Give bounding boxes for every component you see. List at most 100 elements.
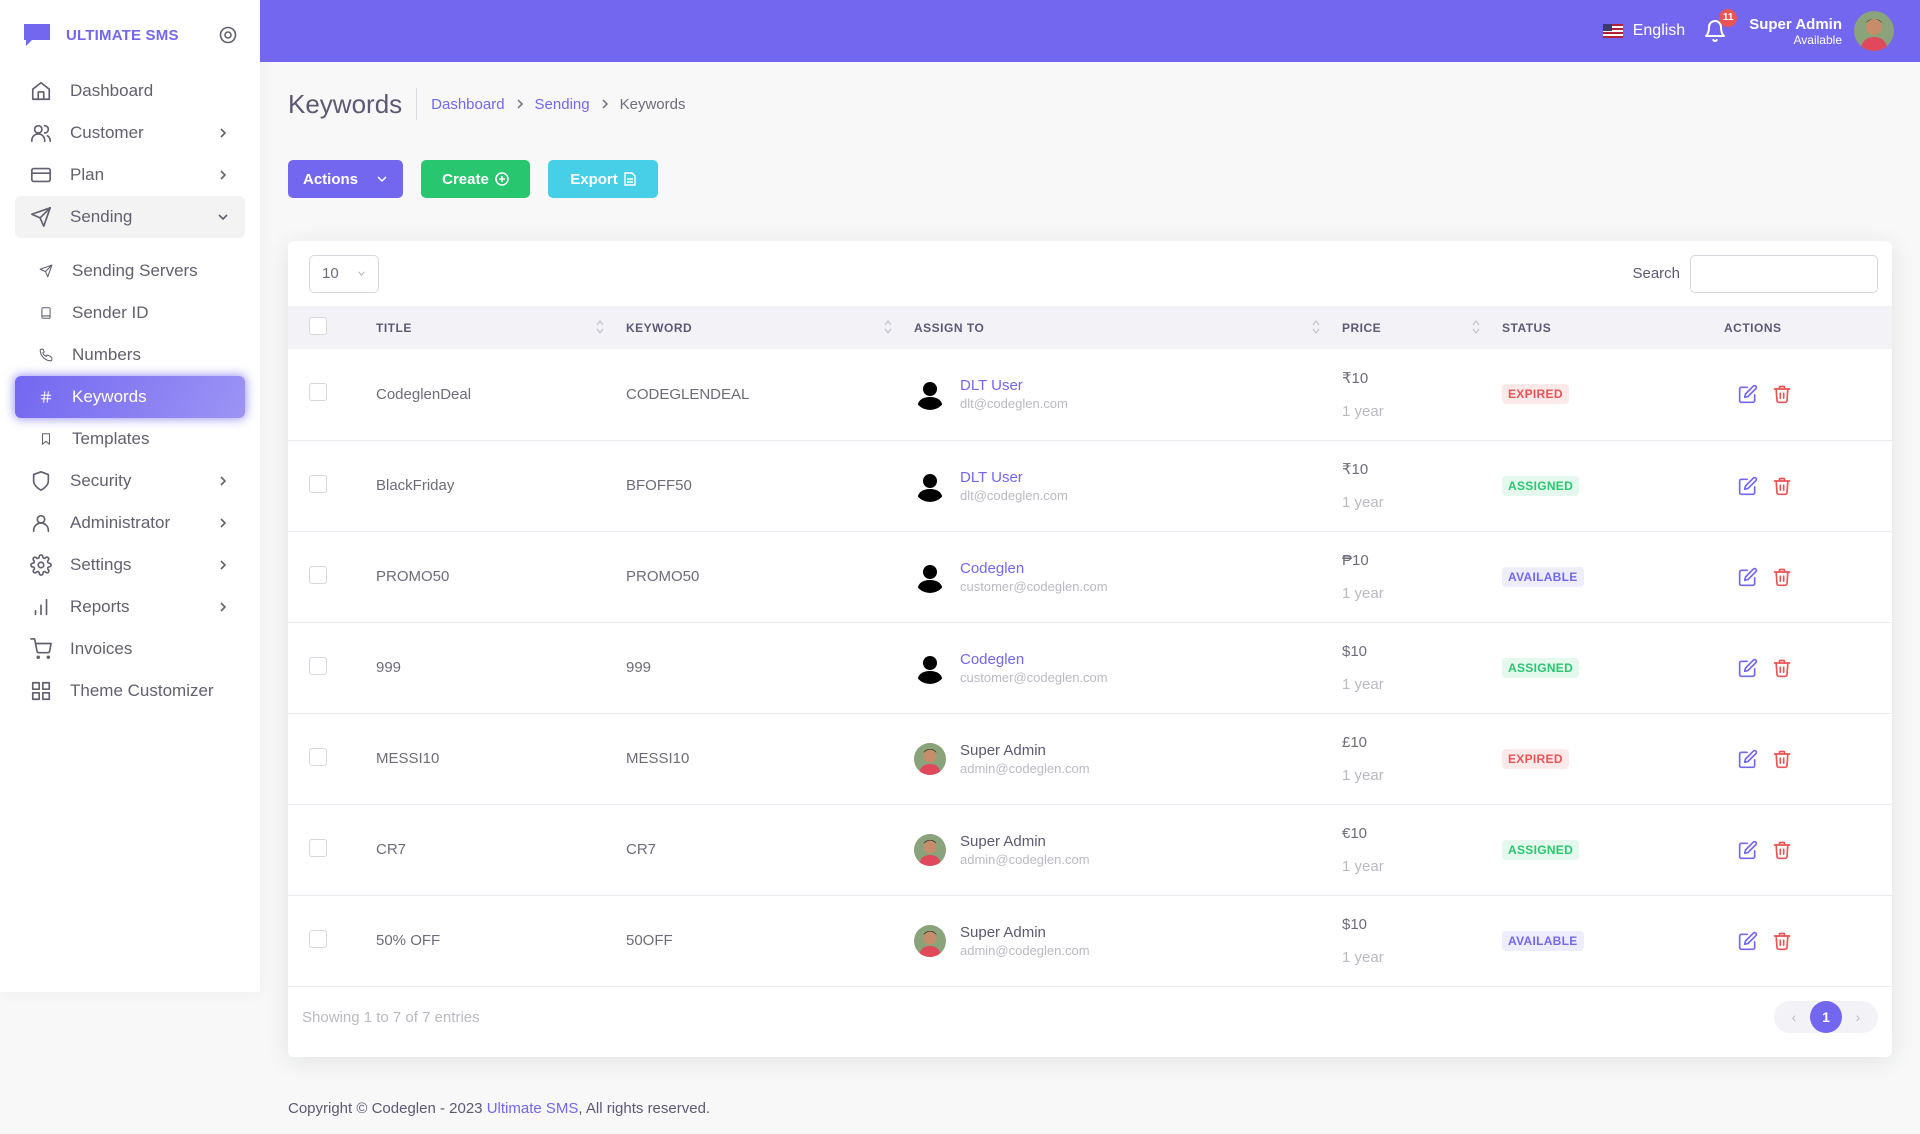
create-button[interactable]: Create <box>421 160 530 198</box>
sidebar-item-settings[interactable]: Settings <box>15 544 245 586</box>
sidebar-item-sender-id[interactable]: Sender ID <box>15 292 245 334</box>
column-header-title[interactable]: TITLE <box>376 306 626 349</box>
cell-status: ASSIGNED <box>1502 622 1724 713</box>
settings-icon <box>30 554 52 576</box>
trash-icon[interactable] <box>1772 567 1792 587</box>
sidebar-item-label: Numbers <box>72 345 141 364</box>
sidebar-item-reports[interactable]: Reports <box>15 586 245 628</box>
edit-icon[interactable] <box>1738 567 1758 587</box>
footer-brand-link[interactable]: Ultimate SMS <box>486 1100 579 1117</box>
cell-assign-to: Codeglen customer@codeglen.com <box>914 531 1342 622</box>
edit-icon[interactable] <box>1738 840 1758 860</box>
sidebar-item-label: Theme Customizer <box>70 681 214 700</box>
assign-user-name[interactable]: DLT User <box>960 468 1023 486</box>
sidebar-item-theme-customizer[interactable]: Theme Customizer <box>15 670 245 712</box>
user-silhouette-avatar <box>914 651 946 684</box>
edit-icon[interactable] <box>1738 476 1758 496</box>
trash-icon[interactable] <box>1772 476 1792 496</box>
sort-icon <box>884 320 892 334</box>
bell-icon <box>1705 20 1726 42</box>
cell-title: BlackFriday <box>376 477 455 494</box>
sidebar-item-invoices[interactable]: Invoices <box>15 628 245 670</box>
cell-status: AVAILABLE <box>1502 895 1724 986</box>
cell-price: $10 1 year <box>1342 622 1502 713</box>
user-avatar[interactable] <box>1854 11 1894 51</box>
page-button-1[interactable]: 1 <box>1810 1001 1842 1033</box>
export-button[interactable]: Export <box>548 160 658 198</box>
select-all-checkbox[interactable] <box>309 317 327 335</box>
status-badge: ASSIGNED <box>1502 475 1580 496</box>
assign-user-name[interactable]: Codeglen <box>960 650 1025 668</box>
row-checkbox[interactable] <box>309 656 327 675</box>
edit-icon[interactable] <box>1738 749 1758 769</box>
price-amount: ₱10 <box>1342 551 1369 569</box>
prev-page-button[interactable]: ‹ <box>1791 1009 1797 1025</box>
brand[interactable]: ULTIMATE SMS <box>0 0 260 70</box>
rights-text: , All rights reserved. <box>578 1100 711 1117</box>
main-content: Keywords Dashboard Sending Keywords Acti… <box>288 62 1892 1057</box>
actions-dropdown-button[interactable]: Actions <box>288 160 403 198</box>
sidebar-item-templates[interactable]: Templates <box>15 418 245 460</box>
page-length-select[interactable]: 10 <box>309 254 379 293</box>
sort-icon <box>596 320 604 334</box>
row-checkbox[interactable] <box>309 838 327 857</box>
column-header-price[interactable]: PRICE <box>1342 306 1502 349</box>
notifications-button[interactable]: 11 <box>1703 9 1738 43</box>
sidebar-item-label: Administrator <box>70 513 171 532</box>
chevron-right-icon <box>220 128 227 138</box>
assign-user-name[interactable]: DLT User <box>960 377 1023 395</box>
trash-icon[interactable] <box>1772 749 1792 769</box>
user-menu[interactable]: Super Admin Available <box>1749 16 1842 47</box>
table-row: CodeglenDeal CODEGLENDEAL DLT User dlt@c… <box>288 349 1892 440</box>
cell-assign-to: Super Admin admin@codeglen.com <box>914 713 1342 804</box>
sort-icon <box>1472 320 1480 334</box>
trash-icon[interactable] <box>1772 931 1792 951</box>
sidebar-item-administrator[interactable]: Administrator <box>15 502 245 544</box>
edit-icon[interactable] <box>1738 658 1758 678</box>
file-icon <box>624 172 636 186</box>
sidebar-item-customer[interactable]: Customer <box>15 112 245 154</box>
language-selector[interactable]: English <box>1602 22 1685 40</box>
price-period: 1 year <box>1342 948 1384 966</box>
trash-icon[interactable] <box>1772 384 1792 404</box>
sidebar-item-label: Reports <box>70 597 130 616</box>
next-page-button[interactable]: › <box>1855 1009 1861 1025</box>
cell-title: 999 <box>376 659 402 676</box>
sidebar-item-numbers[interactable]: Numbers <box>15 334 245 376</box>
row-checkbox[interactable] <box>309 747 327 766</box>
sidebar-item-dashboard[interactable]: Dashboard <box>15 70 245 112</box>
row-checkbox[interactable] <box>309 565 327 584</box>
cell-price: ₹10 1 year <box>1342 349 1502 440</box>
row-checkbox[interactable] <box>309 383 327 402</box>
breadcrumb-sending[interactable]: Sending <box>534 95 590 113</box>
price-period: 1 year <box>1342 857 1384 875</box>
sidebar-item-sending[interactable]: Sending <box>15 196 245 238</box>
trash-icon[interactable] <box>1772 840 1792 860</box>
cell-assign-to: DLT User dlt@codeglen.com <box>914 440 1342 531</box>
row-checkbox[interactable] <box>309 474 327 493</box>
credit-card-icon <box>31 167 51 183</box>
trash-icon[interactable] <box>1772 658 1792 678</box>
create-label: Create <box>442 170 489 188</box>
sidebar-item-plan[interactable]: Plan <box>15 154 245 196</box>
shield-icon <box>32 471 50 491</box>
sidebar-item-keywords[interactable]: Keywords <box>15 376 245 418</box>
column-header-assign-to[interactable]: ASSIGN TO <box>914 306 1342 349</box>
assign-user-name[interactable]: Codeglen <box>960 559 1025 577</box>
collapse-toggle-icon[interactable] <box>218 25 238 45</box>
brand-name: ULTIMATE SMS <box>66 26 179 44</box>
sidebar-item-security[interactable]: Security <box>15 460 245 502</box>
breadcrumb-dashboard[interactable]: Dashboard <box>431 95 505 113</box>
cell-keyword: BFOFF50 <box>626 477 692 494</box>
row-checkbox[interactable] <box>309 929 327 948</box>
column-header-keyword[interactable]: KEYWORD <box>626 306 914 349</box>
edit-icon[interactable] <box>1738 931 1758 951</box>
edit-icon[interactable] <box>1738 384 1758 404</box>
avatar <box>914 742 946 775</box>
status-badge: EXPIRED <box>1502 384 1569 405</box>
cell-actions <box>1724 531 1892 622</box>
sidebar-item-sending-servers[interactable]: Sending Servers <box>15 250 245 292</box>
search-input[interactable] <box>1690 254 1878 293</box>
cell-keyword: CODEGLENDEAL <box>626 385 750 403</box>
assign-user-name: Super Admin <box>960 832 1046 850</box>
